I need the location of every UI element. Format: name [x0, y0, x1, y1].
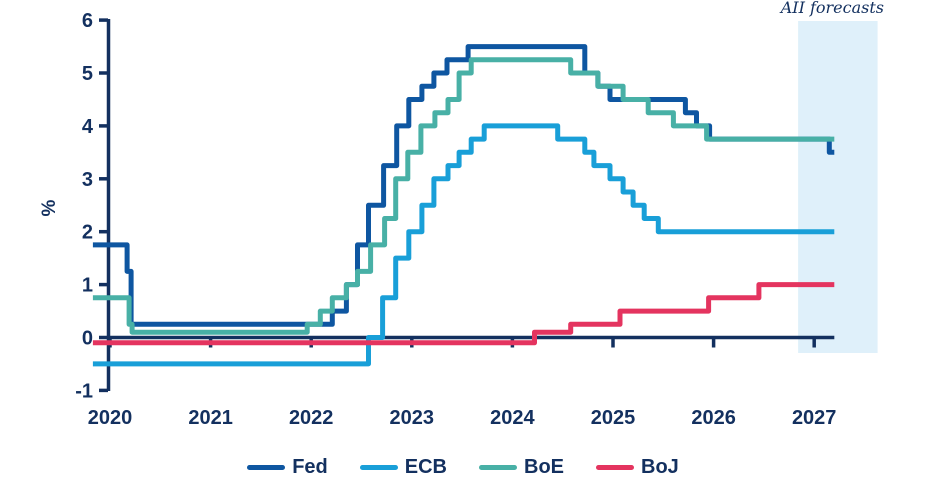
boe-rate-line: [92, 57, 835, 335]
x-tick-label: 2020: [88, 407, 133, 429]
legend-item-ecb: ECB: [359, 456, 447, 478]
forecast-annotation: AII forecasts: [780, 0, 884, 17]
y-tick-label: 4: [82, 116, 94, 138]
legend-swatch-ecb: [359, 464, 398, 470]
ecb-rate-line: [92, 123, 835, 367]
y-tick-label: 3: [82, 169, 93, 191]
x-tick-label: 2021: [188, 407, 233, 429]
x-tick-label: 2022: [289, 407, 334, 429]
y-tick-label: 1: [82, 275, 93, 297]
forecast-band: [798, 21, 878, 353]
legend-label-boj: BoJ: [641, 456, 679, 478]
x-tick-label: 2027: [792, 407, 837, 429]
fed-rate-line: [92, 44, 835, 327]
legend-swatch-boe: [479, 464, 517, 470]
legend-label-boe: BoE: [524, 456, 564, 478]
y-axis-title: %: [39, 199, 60, 217]
legend-item-boe: BoE: [479, 457, 564, 477]
y-tick-label: 6: [82, 10, 93, 32]
y-tick-label: 0: [82, 328, 93, 350]
legend-label-fed: Fed: [292, 456, 328, 478]
x-tick-label: 2024: [490, 407, 535, 429]
y-tick-label: 5: [82, 63, 93, 85]
x-tick-label: 2023: [390, 407, 435, 429]
y-tick-label: -1: [75, 380, 93, 402]
x-tick-label: 2026: [691, 407, 736, 429]
legend-swatch-boj: [596, 464, 634, 470]
legend-label-ecb: ECB: [404, 456, 447, 478]
legend-item-boj: BoJ: [596, 457, 679, 477]
y-tick-label: 2: [82, 222, 93, 244]
boj-rate-line: [92, 282, 835, 346]
legend-item-fed: Fed: [247, 457, 328, 477]
x-tick-label: 2025: [591, 407, 636, 429]
chart-legend: Fed ECB BoE BoJ: [0, 457, 926, 477]
legend-swatch-fed: [247, 464, 286, 470]
